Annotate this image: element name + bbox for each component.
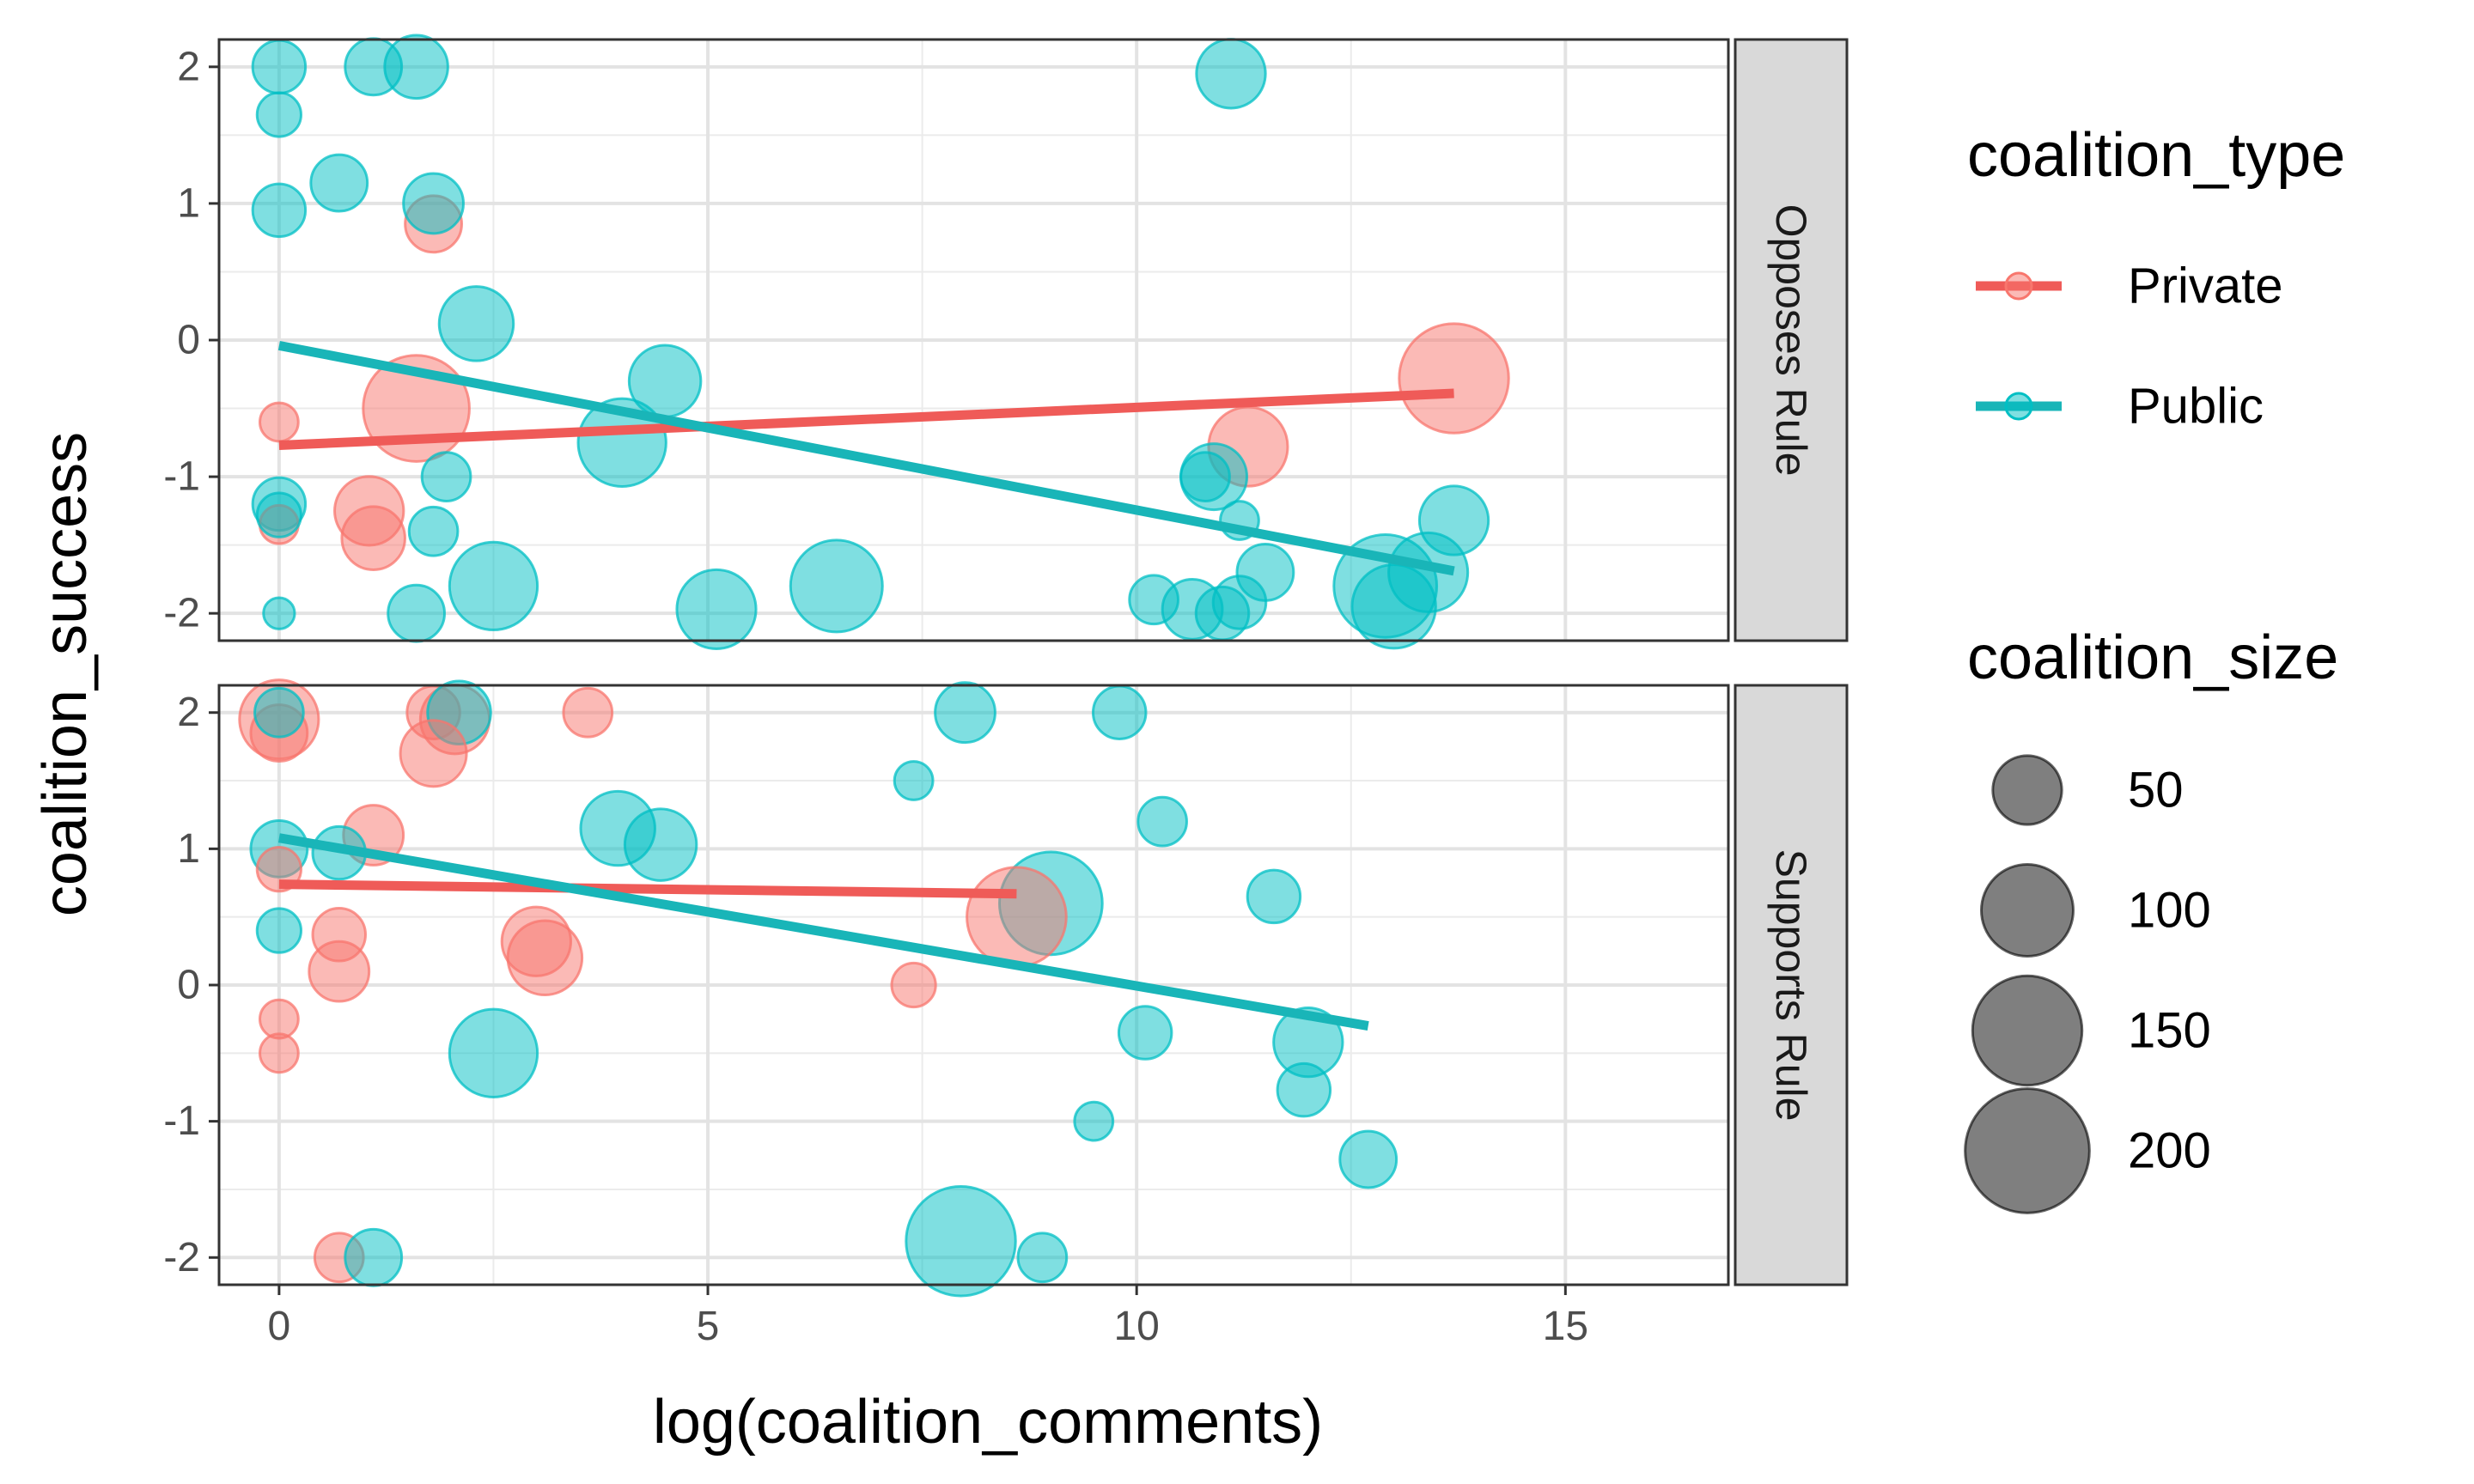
legend-size-point [1964,1087,2091,1214]
data-point-private [308,940,371,1003]
trend-line-public [277,340,1455,576]
data-point-public [1194,585,1251,642]
data-point-private [506,919,584,997]
data-point-private [258,401,300,443]
y-tick-label: -2 [163,1235,200,1280]
data-point-private [340,505,406,571]
legend-size-label: 100 [2128,883,2211,939]
trend-line-private [278,388,1454,450]
panel-supports-rule: Supports Rule 2 1 0 -1 -2 [163,678,1849,1298]
x-tick-label: 5 [697,1304,720,1349]
data-point-public [1073,1100,1115,1142]
data-point-public [255,91,303,138]
data-point-private [966,866,1068,969]
data-point-public [448,1007,539,1098]
data-point-public [402,172,465,235]
data-point-public [1195,38,1267,110]
legend-size-label: 50 [2128,763,2184,818]
y-tick-label: 0 [177,318,200,363]
data-point-public [905,1185,1017,1298]
y-tick-label: -1 [163,454,200,500]
y-tick-label: 2 [177,690,200,735]
data-point-public [383,33,449,100]
x-tick-label: 0 [268,1304,291,1349]
data-point-public [623,807,698,882]
legend-size-label: 200 [2128,1123,2211,1179]
legend-size-point [1980,863,2075,958]
legend-size-point [1991,754,2063,826]
data-point-private [1398,322,1510,435]
y-tick-label: 0 [177,963,200,1008]
y-axis-title: coalition_success [31,432,100,916]
facet-label: Supports Rule [1767,849,1815,1122]
x-axis-title: log(coalition_comments) [653,1388,1323,1457]
y-tick-label: -1 [163,1098,200,1144]
data-point-public [1350,563,1437,650]
data-point-public [1016,1232,1069,1284]
data-point-public [407,505,460,557]
data-point-public [437,285,515,362]
data-point-public [309,153,369,213]
data-point-public [1179,451,1231,502]
data-point-private [258,1032,300,1074]
trend-line-private [278,879,1017,899]
x-tick-label: 10 [1113,1304,1159,1349]
data-point-public [1276,1061,1332,1118]
data-point-public [253,686,305,739]
legend-label-public: Public [2128,379,2264,435]
facet-strip [1734,684,1849,1286]
data-point-public [262,596,296,630]
data-point-public [387,583,447,643]
legend-key-point-private [2004,271,2033,301]
data-point-public [1338,1129,1398,1189]
data-point-public [1136,795,1188,848]
data-point-public [675,568,758,650]
facet-strip [1734,38,1849,642]
panels: Opposes Rule 2 1 0 -1 -2 Supports Rule 2 1 0 -1 -2 [163,33,1849,1298]
data-point-public [448,540,539,632]
data-point-public [1091,684,1148,740]
y-tick-label: 2 [177,44,200,89]
data-point-private [258,998,300,1040]
y-tick-label: 1 [177,180,200,226]
data-point-public [1117,1005,1173,1061]
legend-title-color: coalition_type [1967,121,2345,190]
legend-size-label: 150 [2128,1003,2211,1059]
trend-line-public [277,833,1369,1031]
data-point-public [251,182,308,239]
y-tick-label: 1 [177,826,200,872]
data-point-public [934,681,996,745]
data-point-public [251,39,308,95]
facet-label: Opposes Rule [1767,204,1815,477]
x-tick-label: 15 [1543,1304,1588,1349]
data-point-public [255,491,303,538]
data-point-public [789,538,884,634]
data-point-public [420,451,472,502]
data-point-private [890,961,937,1009]
x-axis: 0 5 10 15 [268,1285,1588,1349]
data-point-public [255,907,303,954]
data-point-public [576,397,667,488]
legend-key-point-public [2004,392,2033,421]
legend-label-private: Private [2128,258,2283,314]
data-point-public [344,1227,404,1287]
data-point-private [562,686,614,739]
data-point-public [893,760,935,801]
y-tick-label: -2 [163,591,200,636]
legend-title-size: coalition_size [1967,623,2338,692]
legend-size-point [1971,974,2084,1087]
data-point-public [1246,868,1302,925]
panel-opposes-rule: Opposes Rule 2 1 0 -1 -2 [163,33,1849,650]
data-point-private [399,719,468,788]
legend: coalition_type Private Public coalition_siz… [1964,121,2345,1214]
